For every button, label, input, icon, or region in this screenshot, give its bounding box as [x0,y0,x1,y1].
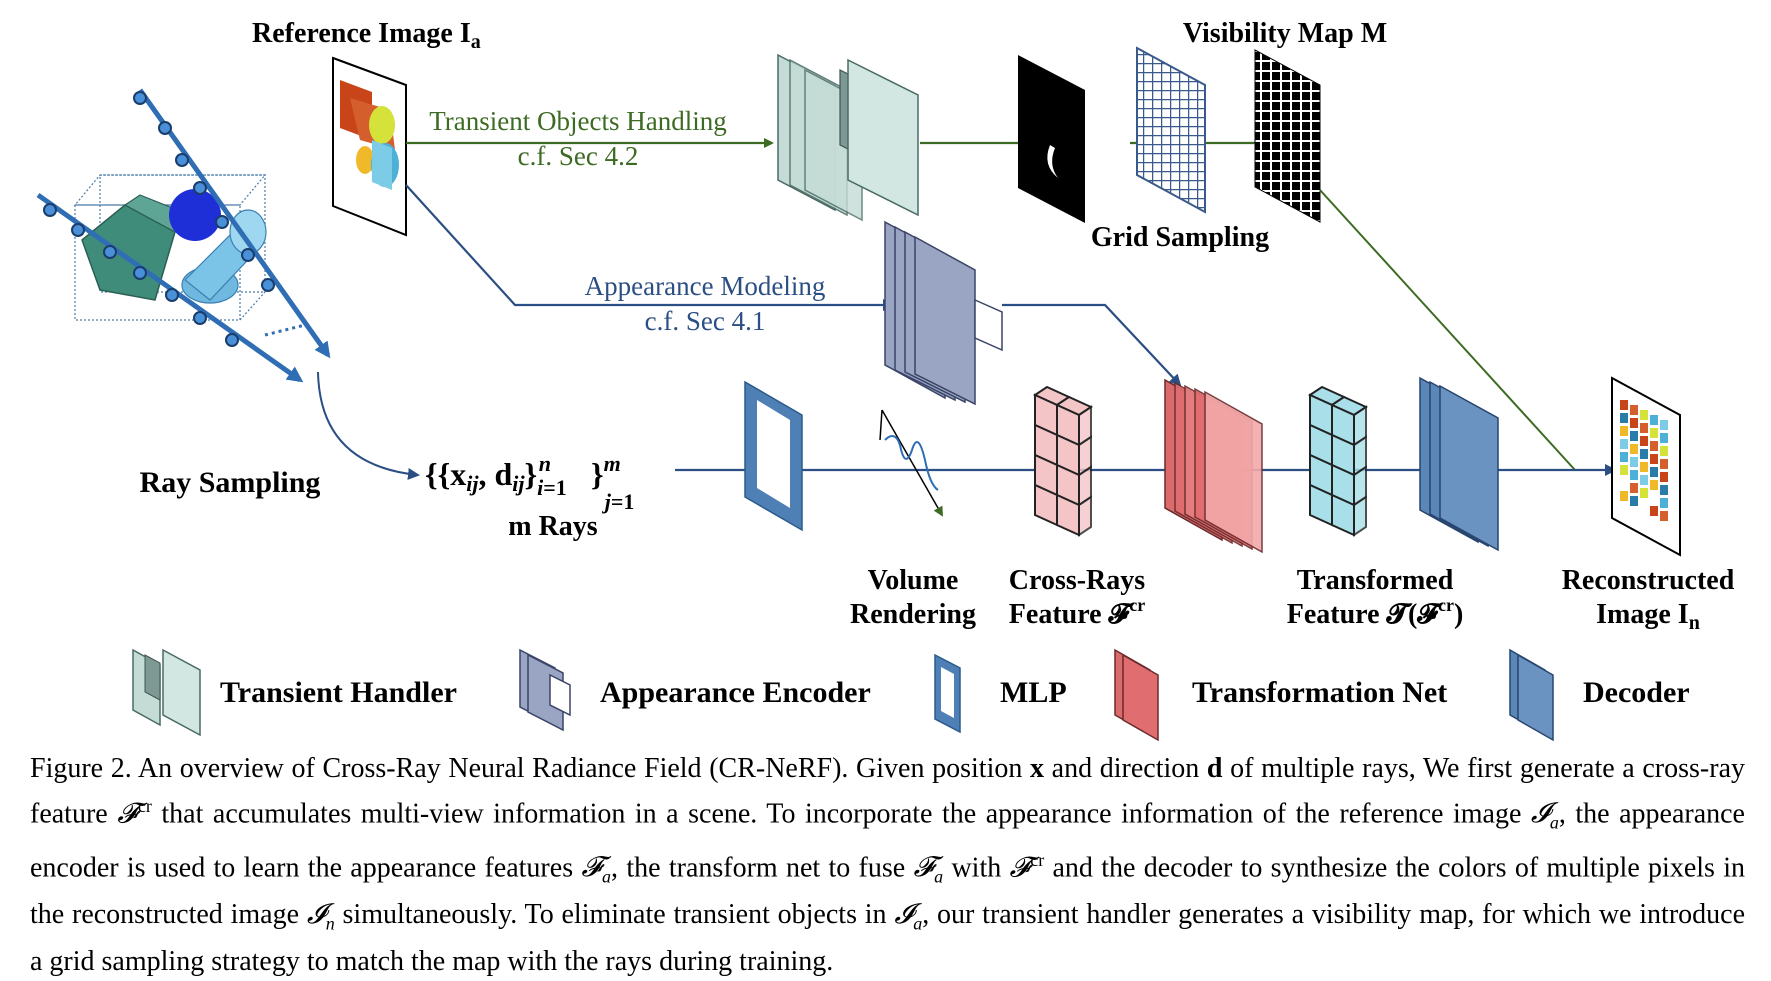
figure-caption: Figure 2. An overview of Cross-Ray Neura… [30,750,1745,981]
ray-point [159,122,171,134]
reference-image [333,58,406,235]
legend-transient-handler-label: Transient Handler [220,676,457,709]
decoder-block [1420,378,1498,550]
reconstructed-label-2: Image In [1596,599,1700,634]
legend-mlp-label: MLP [1000,676,1067,709]
m-rays-label: m Rays [508,511,598,542]
ray-point [176,154,188,166]
mlp-block [745,382,802,530]
transformed-label-1: Transformed [1297,565,1454,596]
volume-rendering-label-2: Rendering [850,599,976,630]
grid-sampling-grid [1137,48,1205,212]
mask-map [1018,55,1085,223]
appearance-to-transform-arrow [1002,305,1180,385]
transient-handler-block [778,55,918,220]
reconstructed-image [1612,378,1680,555]
appearance-modeling-label: Appearance Modeling [585,271,826,301]
cross-rays-feature-grid [1035,387,1091,535]
ray-point [226,334,238,346]
ray-sampling-arrow [318,372,418,475]
ray-sampling-label: Ray Sampling [140,466,321,499]
svg-text:{{xij, dij}i=1n}mj=1: {{xij, dij}i=1n}m j=1 [425,451,634,514]
visibility-map [1255,50,1320,222]
legend: Transient Handler Appearance Encoder MLP… [133,650,1690,740]
mlp-icon [935,655,960,732]
ray-point [242,249,254,261]
visibility-map-label: Visibility Map M [1183,18,1387,49]
rays-formula: {{xij, dij}i=1n}m j=1 [425,451,634,514]
decoder-icon [1510,650,1553,740]
ray-point [104,246,116,258]
appearance-encoder-block [885,222,1002,404]
volume-rendering-label-1: Volume [868,565,959,596]
ray-point [166,289,178,301]
cross-rays-label-2: Feature 𝓕cr [1009,595,1145,630]
reconstructed-label-1: Reconstructed [1562,565,1735,596]
legend-decoder-label: Decoder [1583,676,1690,709]
ray-point [134,92,146,104]
ray-point [194,312,206,324]
ray-point [216,216,228,228]
grid-sampling-label: Grid Sampling [1091,222,1269,253]
transformation-net-block [1165,380,1262,552]
reference-image-label: Reference Image Ia [252,18,481,53]
appearance-encoder-icon [520,650,570,730]
ray-point [134,267,146,279]
transient-handler-icon [133,650,200,735]
cross-rays-label-1: Cross-Rays [1009,565,1145,596]
transient-ref-label: c.f. Sec 4.2 [518,141,639,171]
appearance-ref-label: c.f. Sec 4.1 [645,306,766,336]
transient-handling-label: Transient Objects Handling [429,106,726,136]
ray-point [262,279,274,291]
transformed-feature-grid [1310,387,1366,535]
transformation-net-icon [1115,650,1158,740]
ray-point [194,182,206,194]
volume-rendering-plot [880,410,942,515]
ray-point [72,224,84,236]
ray-point [44,204,56,216]
legend-transformation-net-label: Transformation Net [1192,676,1447,709]
legend-appearance-encoder-label: Appearance Encoder [600,676,871,709]
transformed-label-2: Feature 𝓣(𝓕cr) [1287,595,1464,630]
